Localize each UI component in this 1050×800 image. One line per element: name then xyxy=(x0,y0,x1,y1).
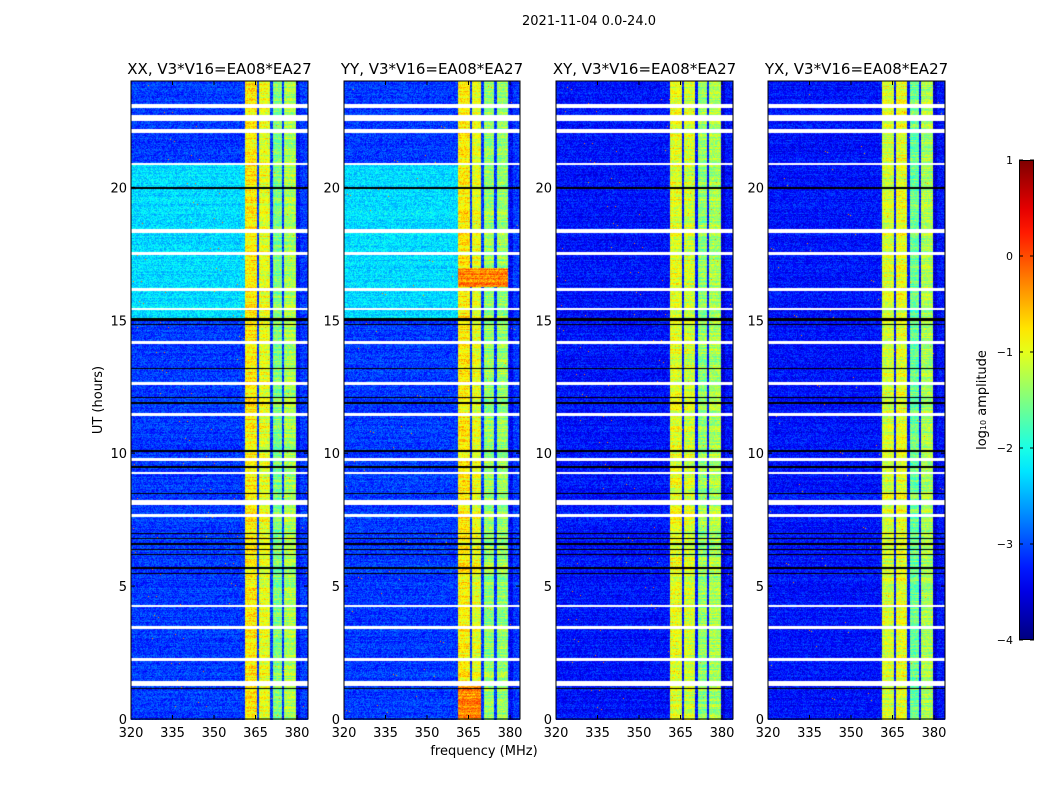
panel-title: YY, V3*V16=EA08*EA27 xyxy=(340,60,523,78)
panel-frame xyxy=(767,80,946,720)
y-tick-label: 15 xyxy=(535,314,552,329)
y-tick-label: 0 xyxy=(332,713,340,728)
panel-frame xyxy=(343,80,521,720)
heatmap-xx xyxy=(131,81,308,720)
y-tick-label: 5 xyxy=(756,580,764,595)
y-tick-label: 15 xyxy=(747,314,764,329)
x-tick-label: 380 xyxy=(498,726,523,741)
x-tick-label: 350 xyxy=(627,726,652,741)
x-tick-label: 335 xyxy=(585,726,610,741)
panel-title: YX, V3*V16=EA08*EA27 xyxy=(764,60,948,78)
y-tick-label: 0 xyxy=(756,713,764,728)
y-tick-label: 15 xyxy=(323,314,340,329)
figure-title: 2021-11-04 0.0-24.0 xyxy=(522,14,656,29)
y-tick-label: 10 xyxy=(110,447,127,462)
x-tick-label: 335 xyxy=(797,726,822,741)
heatmap-yx xyxy=(768,81,945,720)
panel-frame xyxy=(130,80,309,720)
y-tick-label: 5 xyxy=(119,580,127,595)
colorbar-label-part: 10 xyxy=(979,420,988,430)
y-tick-label: 20 xyxy=(535,181,552,196)
colorbar xyxy=(1019,160,1034,640)
x-tick-label: 365 xyxy=(880,726,905,741)
colorbar-tick-label: −2 xyxy=(997,442,1013,455)
panel-frame xyxy=(555,80,734,720)
x-tick-label: 350 xyxy=(415,726,440,741)
y-axis-label: UT (hours) xyxy=(91,366,106,434)
colorbar-label-part: amplitude xyxy=(975,350,990,420)
x-tick-label: 365 xyxy=(456,726,481,741)
x-tick-label: 350 xyxy=(839,726,864,741)
y-tick-label: 20 xyxy=(110,181,127,196)
colorbar-tick-label: 0 xyxy=(1006,250,1013,263)
y-tick-label: 5 xyxy=(332,580,340,595)
panel-title: XY, V3*V16=EA08*EA27 xyxy=(553,60,736,78)
y-tick-label: 10 xyxy=(323,447,340,462)
y-tick-label: 0 xyxy=(119,713,127,728)
panel-title: XX, V3*V16=EA08*EA27 xyxy=(127,60,311,78)
y-tick-label: 10 xyxy=(535,447,552,462)
x-tick-label: 380 xyxy=(710,726,735,741)
x-tick-label: 380 xyxy=(285,726,310,741)
colorbar-tick-label: −4 xyxy=(997,634,1013,647)
y-tick-label: 0 xyxy=(544,713,552,728)
y-tick-label: 10 xyxy=(747,447,764,462)
x-axis-label: frequency (MHz) xyxy=(430,744,537,759)
heatmap-yy xyxy=(344,81,520,720)
colorbar-label-part: log xyxy=(975,430,990,450)
colorbar-tick-label: −1 xyxy=(997,346,1013,359)
y-tick-label: 15 xyxy=(110,314,127,329)
x-tick-label: 365 xyxy=(243,726,268,741)
colorbar-tick-label: 1 xyxy=(1006,154,1013,167)
x-tick-label: 380 xyxy=(922,726,947,741)
x-tick-label: 320 xyxy=(544,726,569,741)
y-tick-label: 5 xyxy=(544,580,552,595)
y-tick-label: 20 xyxy=(323,181,340,196)
heatmap-xy xyxy=(556,81,733,720)
colorbar-label: log10 amplitude xyxy=(975,350,990,450)
colorbar-tick-label: −3 xyxy=(997,538,1013,551)
x-tick-label: 350 xyxy=(202,726,227,741)
x-tick-label: 320 xyxy=(332,726,357,741)
x-tick-label: 365 xyxy=(668,726,693,741)
x-tick-label: 335 xyxy=(373,726,398,741)
y-tick-label: 20 xyxy=(747,181,764,196)
x-tick-label: 320 xyxy=(119,726,144,741)
x-tick-label: 320 xyxy=(756,726,781,741)
x-tick-label: 335 xyxy=(160,726,185,741)
